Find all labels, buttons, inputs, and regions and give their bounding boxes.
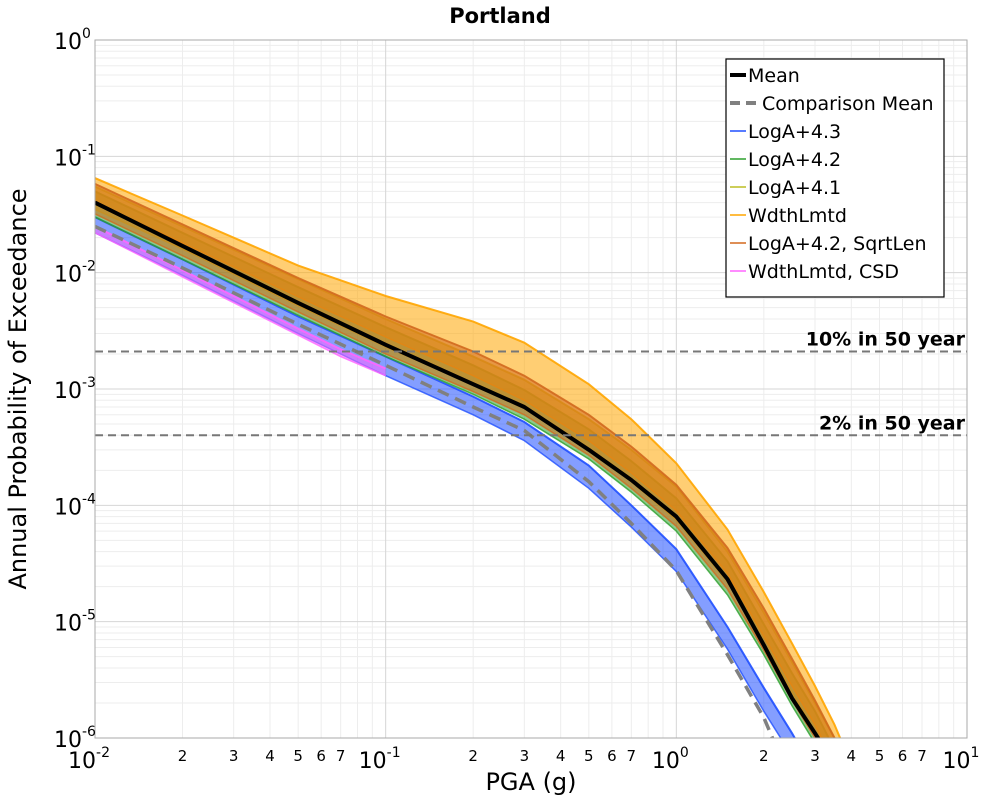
x-minor-tick-label: 3 (520, 747, 530, 765)
x-axis-label: PGA (g) (485, 768, 576, 796)
x-minor-tick-label: 2 (468, 747, 478, 765)
y-tick-label: 10-5 (54, 608, 96, 637)
band-lower-wdthlmtd-csd (95, 232, 386, 377)
x-minor-tick-label: 7 (336, 747, 346, 765)
x-minor-tick-label: 6 (316, 747, 326, 765)
band-lower-loga-4-2 (95, 216, 813, 738)
x-tick-label: 10-2 (68, 745, 110, 774)
x-minor-tick-label: 7 (917, 747, 927, 765)
y-tick-label: 10-2 (54, 259, 96, 288)
x-minor-tick-label: 5 (584, 747, 594, 765)
y-axis-ticks: 10-6 10-5 10-4 10-3 10-2 10-1 100 (54, 26, 96, 753)
y-tick-label: 10-4 (54, 491, 96, 520)
x-minor-tick-label: 5 (293, 747, 303, 765)
band-upper-wdthlmtd (95, 177, 842, 738)
legend-entry-mean: Mean (748, 65, 800, 87)
x-minor-tick-label: 4 (556, 747, 566, 765)
x-minor-tick-label: 3 (810, 747, 820, 765)
chart-title: Portland (449, 4, 551, 28)
y-tick-label: 10-3 (54, 375, 96, 404)
reference-line-label: 2% in 50 year (819, 412, 966, 434)
legend-entry-loga-4-2-sqrtlen: LogA+4.2, SqrtLen (748, 233, 927, 255)
legend-entry-loga-4-1: LogA+4.1 (748, 177, 841, 199)
x-tick-label: 100 (652, 745, 689, 774)
legend-entry-loga-4-2: LogA+4.2 (748, 149, 841, 171)
legend-entry-wdthlmtd: WdthLmtd (748, 205, 847, 227)
plot-frame (94, 39, 968, 739)
x-minor-tick-label: 5 (875, 747, 885, 765)
legend-entry-comparison-mean: Comparison Mean (762, 93, 934, 115)
x-tick-label: 101 (943, 745, 980, 774)
x-minor-tick-label: 4 (265, 747, 275, 765)
reference-line-label: 10% in 50 year (806, 329, 966, 351)
reference-lines: 10% in 50 year 2% in 50 year (95, 329, 967, 437)
line-mean (95, 200, 821, 738)
x-minor-tick-label: 2 (759, 747, 769, 765)
x-minor-tick-label: 7 (627, 747, 637, 765)
y-tick-label: 10-1 (54, 142, 96, 171)
y-tick-label: 10-6 (54, 724, 96, 753)
x-minor-tick-label: 4 (847, 747, 857, 765)
band-upper-loga-4-3 (95, 216, 796, 738)
x-minor-tick-label: 2 (178, 747, 188, 765)
y-tick-label: 100 (54, 26, 91, 55)
band-upper-loga-4-2-sqrtlen (95, 182, 836, 738)
x-minor-tick-label: 6 (898, 747, 908, 765)
line-comparison-mean (95, 224, 775, 738)
legend-entry-wdthlmtd-csd: WdthLmtd, CSD (748, 261, 899, 283)
x-minor-tick-label: 3 (229, 747, 239, 765)
x-minor-tick-label: 6 (607, 747, 617, 765)
legend-entry-loga-4-3: LogA+4.3 (748, 121, 841, 143)
series-lines (95, 200, 821, 738)
legend: Mean Comparison Mean LogA+4.3 LogA+4.2 LogA+… (725, 58, 945, 298)
x-tick-label: 10-1 (359, 745, 401, 774)
legend-box (725, 58, 945, 298)
y-axis-label: Annual Probability of Exceedance (4, 188, 32, 589)
